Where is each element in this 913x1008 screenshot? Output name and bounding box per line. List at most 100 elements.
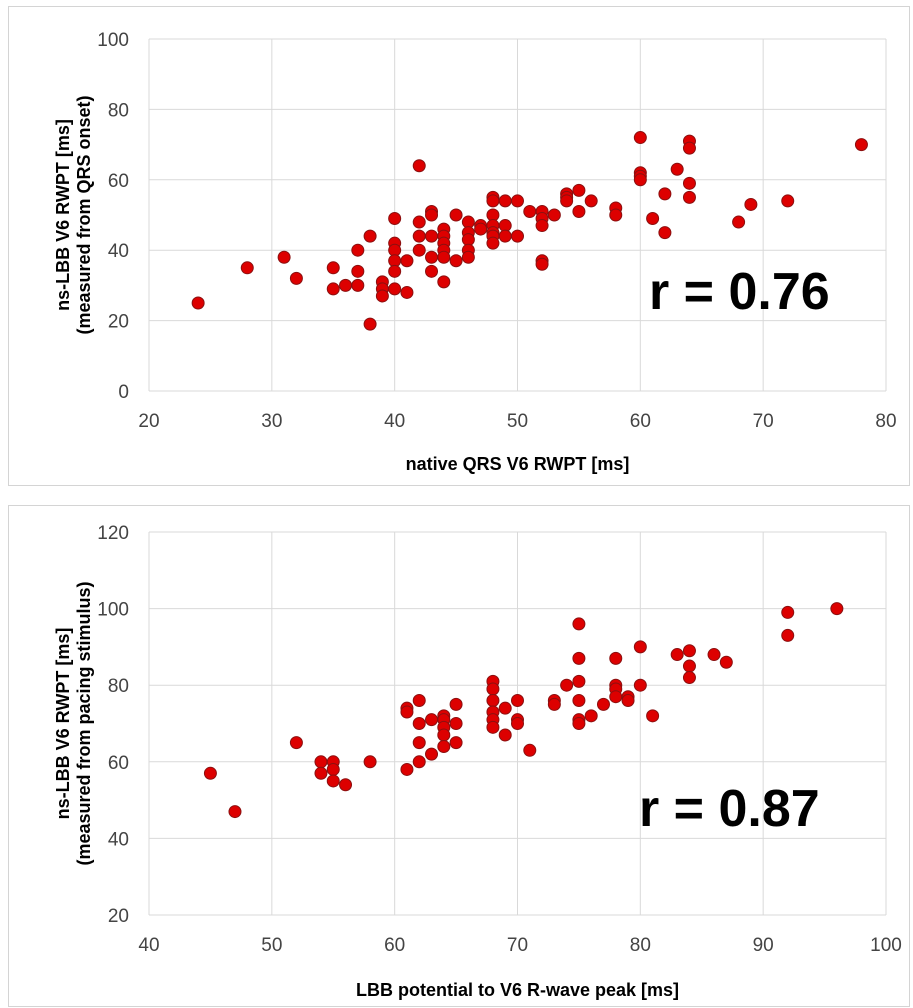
data-point	[400, 762, 414, 776]
data-point	[449, 736, 463, 750]
data-point	[203, 766, 217, 780]
data-point	[682, 644, 696, 658]
data-point	[486, 682, 500, 696]
chart-panel-bottom: 40 50 60 70 80 90 100 20 40 60 80 100 120 LBB potenti…	[8, 505, 910, 1007]
x-tick-label: 60	[384, 935, 405, 956]
data-point	[658, 187, 672, 201]
data-point	[781, 605, 795, 619]
data-point	[609, 651, 623, 665]
data-point	[511, 194, 524, 208]
data-point	[572, 717, 586, 730]
data-point	[732, 215, 746, 229]
data-point	[326, 762, 340, 776]
data-point	[486, 694, 500, 708]
data-point	[412, 717, 426, 730]
data-point	[633, 173, 647, 187]
data-point	[388, 212, 402, 226]
x-axis-title: native QRS V6 RWPT [ms]	[406, 454, 630, 474]
data-point	[351, 243, 365, 257]
data-point	[560, 194, 574, 208]
data-point	[449, 697, 463, 711]
data-point	[474, 222, 488, 236]
data-point	[412, 694, 426, 708]
data-point	[277, 250, 291, 264]
data-point	[609, 690, 623, 704]
x-tick-label: 50	[507, 411, 528, 432]
data-point	[547, 208, 561, 222]
y-tick-labels: 20 40 60 80 100 120	[97, 523, 129, 927]
data-point	[326, 774, 340, 788]
y-axis-title-line2: (measured from QRS onset)	[74, 95, 94, 334]
data-point	[596, 697, 610, 711]
data-point	[830, 602, 844, 616]
x-tick-label: 80	[875, 411, 896, 432]
data-point	[425, 747, 439, 761]
data-point	[412, 159, 426, 173]
data-point	[547, 697, 561, 711]
data-point	[670, 648, 684, 662]
data-point	[314, 755, 328, 769]
y-axis-title-line1: ns-LBB V6 RWPT [ms]	[53, 119, 73, 311]
data-point	[425, 229, 439, 243]
data-point	[511, 229, 524, 243]
data-point	[572, 651, 586, 665]
x-tick-label: 60	[630, 411, 651, 432]
data-point	[781, 628, 795, 642]
data-point	[400, 705, 414, 719]
data-point	[621, 694, 635, 708]
y-tick-label: 60	[108, 171, 129, 192]
y-tick-label: 40	[108, 241, 129, 262]
data-point	[498, 701, 512, 715]
y-tick-label: 60	[108, 753, 129, 774]
data-point	[363, 317, 377, 331]
data-point	[572, 617, 586, 631]
data-points	[203, 602, 844, 819]
gridlines	[148, 531, 887, 916]
y-axis-title: ns-LBB V6 RWPT [ms](measured from pacing…	[53, 581, 94, 865]
x-axis-title: LBB potential to V6 R-wave peak [ms]	[356, 980, 679, 1000]
data-point	[400, 285, 414, 299]
data-point	[289, 271, 303, 285]
data-point	[461, 250, 475, 264]
correlation-annotation: r = 0.87	[639, 780, 820, 838]
data-point	[449, 717, 463, 730]
data-point	[191, 296, 205, 310]
data-point	[719, 655, 733, 669]
data-point	[486, 194, 500, 208]
data-point	[511, 694, 524, 708]
y-tick-label: 100	[97, 30, 129, 51]
x-tick-label: 20	[138, 411, 159, 432]
y-axis-title-line1: ns-LBB V6 RWPT [ms]	[53, 628, 73, 820]
data-point	[646, 212, 660, 226]
data-point	[609, 208, 623, 222]
data-point	[572, 674, 586, 688]
data-point	[412, 215, 426, 229]
y-tick-label: 40	[108, 829, 129, 850]
data-point	[523, 743, 537, 757]
data-point	[326, 282, 340, 296]
correlation-annotation: r = 0.76	[649, 263, 830, 321]
data-point	[437, 739, 451, 753]
data-point	[781, 194, 795, 208]
data-point	[425, 713, 439, 727]
x-tick-label: 40	[138, 935, 159, 956]
data-point	[363, 229, 377, 243]
data-point	[412, 736, 426, 750]
data-point	[854, 138, 868, 152]
data-point	[412, 755, 426, 769]
data-point	[412, 229, 426, 243]
x-tick-label: 40	[384, 411, 405, 432]
data-point	[326, 261, 340, 275]
x-tick-label: 70	[753, 411, 774, 432]
gridlines	[148, 38, 887, 392]
data-point	[339, 778, 353, 792]
data-point	[437, 275, 451, 289]
data-point	[535, 219, 549, 233]
data-point	[682, 659, 696, 673]
data-point	[486, 236, 500, 250]
data-point	[584, 194, 598, 208]
data-point	[744, 197, 758, 211]
x-tick-label: 100	[870, 935, 902, 956]
data-point	[388, 264, 402, 278]
data-point	[535, 257, 549, 271]
